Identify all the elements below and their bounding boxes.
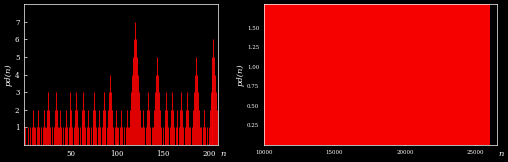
Text: n: n <box>220 150 226 158</box>
Y-axis label: pd(n): pd(n) <box>236 63 244 86</box>
Text: n: n <box>499 150 504 158</box>
Y-axis label: pd(n): pd(n) <box>4 63 12 86</box>
